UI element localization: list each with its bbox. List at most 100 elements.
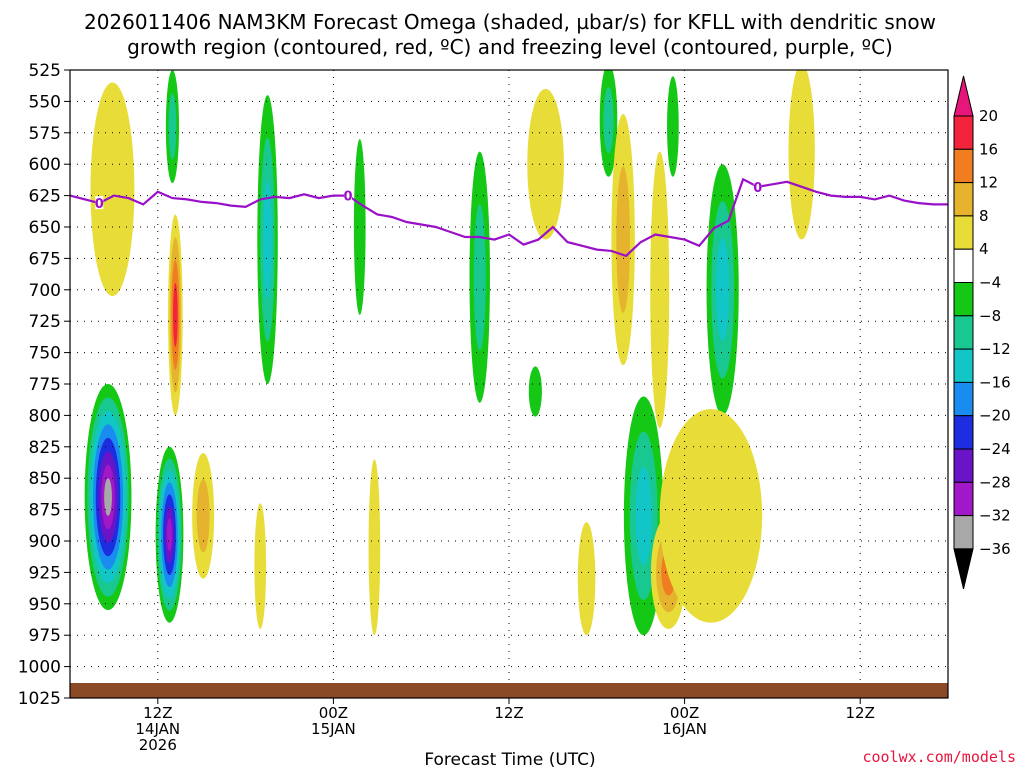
colorbar-label: 16 [979, 140, 998, 158]
y-tick-label: 850 [29, 469, 61, 489]
y-tick-label: 600 [29, 155, 61, 175]
omega-cell [667, 76, 679, 177]
colorbar-segment [953, 481, 974, 517]
colorbar-segment [953, 415, 974, 450]
colorbar-label: −28 [979, 473, 1011, 491]
y-tick-label: 975 [29, 626, 61, 646]
colorbar-segment [953, 248, 974, 283]
omega-cell [603, 87, 614, 154]
omega-cell [788, 70, 815, 240]
omega-cell [473, 203, 486, 351]
omega-cell [650, 151, 670, 428]
omega-cell [196, 479, 210, 553]
freezing-level-label: 0 [753, 181, 762, 196]
omega-cell [528, 366, 542, 417]
y-tick-label: 575 [29, 124, 61, 144]
y-tick-label: 625 [29, 187, 61, 207]
y-tick-label: 550 [29, 92, 61, 112]
colorbar-label: 8 [979, 207, 989, 225]
colorbar-segment [953, 282, 974, 317]
colorbar-label: −32 [979, 507, 1011, 525]
omega-cell [173, 282, 178, 347]
x-tick-label: 2026 [139, 736, 177, 754]
colorbar-segment [953, 315, 974, 350]
colorbar-segment [953, 381, 974, 417]
omega-cell [166, 518, 173, 552]
colorbar-label: −24 [979, 440, 1011, 458]
colorbar-segment [953, 148, 974, 184]
omega-cell [90, 82, 135, 297]
omega-cell [263, 180, 272, 300]
colorbar-bottom-arrow [953, 548, 974, 590]
y-tick-label: 750 [29, 344, 61, 364]
freezing-level-label: 0 [95, 197, 104, 212]
freezing-level-line [69, 177, 948, 258]
omega-cell [353, 139, 366, 315]
omega-cell [635, 466, 652, 566]
omega-cell [716, 238, 730, 342]
y-tick-label: 800 [29, 406, 61, 426]
x-tick-label: 00Z [670, 704, 699, 722]
chart-title-line1: 2026011406 NAM3KM Forecast Omega (shaded… [84, 10, 936, 34]
x-tick-label: 12Z [494, 704, 523, 722]
gridlines [70, 69, 948, 699]
freezing-level-label-bg [344, 188, 353, 202]
colorbar-label: −36 [979, 540, 1011, 558]
colorbar-label: −16 [979, 373, 1011, 391]
omega-cell [104, 478, 112, 516]
y-tick-label: 925 [29, 563, 61, 583]
y-tick-label: 775 [29, 375, 61, 395]
x-tick-label: 12Z [846, 704, 875, 722]
y-axis: 525 550 575 600 625 650 675 700 725 750 775 800 825 8… [18, 61, 70, 709]
y-tick-label: 650 [29, 218, 61, 238]
omega-cell [254, 503, 267, 629]
colorbar-label: −4 [979, 274, 1001, 292]
colorbar-segment [953, 348, 974, 383]
x-tick-label: 00Z [319, 704, 348, 722]
colorbar-label: −8 [979, 307, 1001, 325]
omega-cell [527, 88, 564, 240]
watermark: coolwx.com/models [862, 748, 1016, 766]
y-tick-label: 525 [29, 61, 61, 81]
colorbar-label: −12 [979, 340, 1011, 358]
colorbar: 20 16 12 8 4 −4 −8 −12 −16 −20 −24 −28 −32 −36 [953, 75, 1011, 590]
x-axis-label: Forecast Time (UTC) [424, 750, 595, 768]
freezing-level-contour: 0 0 0 [69, 177, 948, 258]
x-tick-label: 14JAN [135, 720, 180, 738]
y-tick-label: 725 [29, 312, 61, 332]
y-tick-label: 1025 [18, 689, 61, 709]
omega-cell [168, 93, 177, 160]
y-tick-label: 950 [29, 595, 61, 615]
colorbar-segment [953, 448, 974, 483]
colorbar-label: 4 [979, 240, 989, 258]
colorbar-segment [953, 215, 974, 250]
x-tick-label: 12Z [143, 704, 172, 722]
y-tick-label: 700 [29, 281, 61, 301]
x-tick-label: 15JAN [311, 720, 356, 738]
colorbar-label: 12 [979, 174, 998, 192]
omega-cell [659, 409, 763, 623]
omega-cell [616, 166, 630, 313]
y-tick-label: 900 [29, 532, 61, 552]
freezing-level-label-bg [95, 196, 104, 210]
y-tick-label: 875 [29, 501, 61, 521]
y-tick-label: 675 [29, 249, 61, 269]
chart-title-line2: growth region (contoured, red, ºC) and f… [127, 35, 893, 59]
colorbar-segment [953, 515, 974, 550]
colorbar-top-arrow [953, 75, 974, 117]
y-tick-label: 825 [29, 438, 61, 458]
omega-shading [84, 70, 815, 636]
colorbar-segment [953, 182, 974, 217]
x-tick-label: 16JAN [662, 720, 707, 738]
colorbar-segment [953, 115, 974, 150]
freezing-level-label-bg [753, 179, 762, 193]
terrain-ground [70, 683, 948, 698]
plot-frame [69, 69, 949, 699]
omega-cell [577, 522, 596, 636]
y-tick-label: 1000 [18, 658, 61, 678]
freezing-level-label: 0 [344, 190, 353, 205]
colorbar-label: −20 [979, 407, 1011, 425]
colorbar-label: 20 [979, 107, 998, 125]
